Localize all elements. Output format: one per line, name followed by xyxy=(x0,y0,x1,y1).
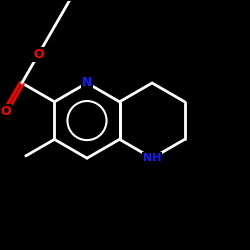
Text: O: O xyxy=(0,105,11,118)
Text: NH: NH xyxy=(143,153,161,163)
Text: N: N xyxy=(82,76,92,90)
Text: O: O xyxy=(33,48,44,61)
